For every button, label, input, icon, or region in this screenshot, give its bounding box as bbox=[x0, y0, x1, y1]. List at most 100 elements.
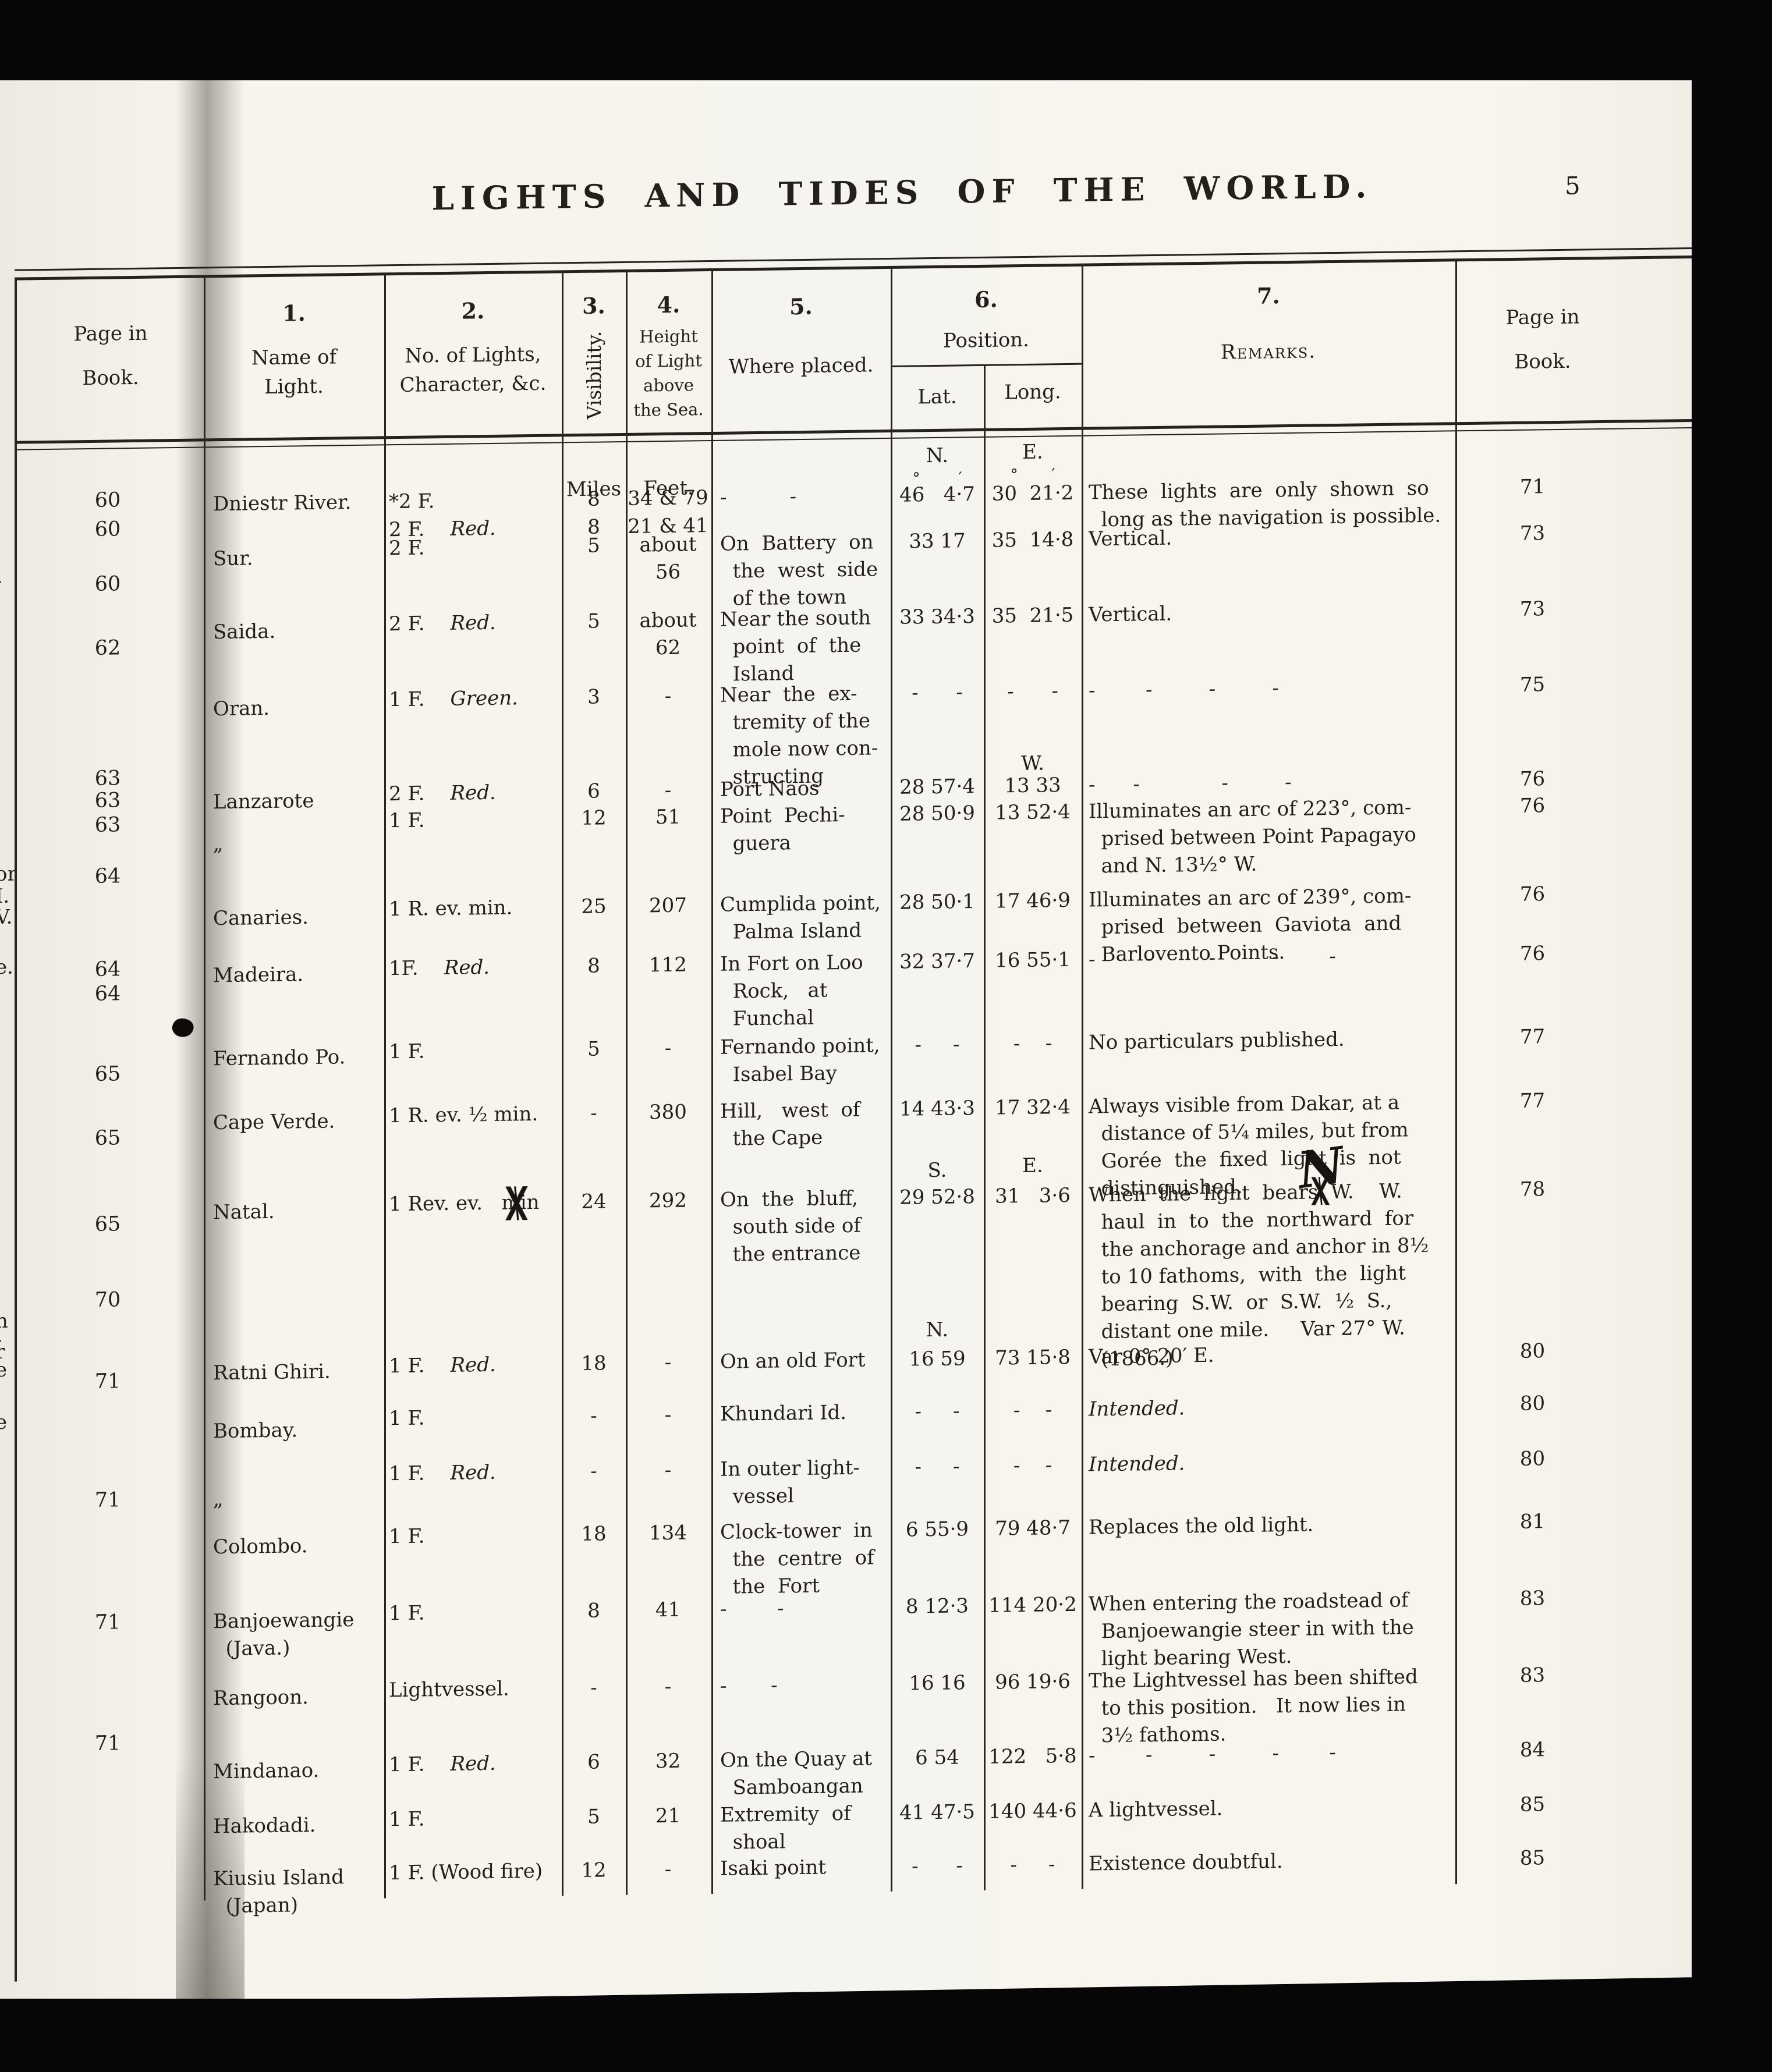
character-roman: 1F. bbox=[389, 956, 419, 981]
page-in-book-right: 80 bbox=[1519, 1339, 1546, 1363]
visibility-value: 8 bbox=[587, 954, 600, 978]
edge-fragment: - bbox=[0, 569, 2, 593]
table-row: Dniestr River. *2 F. 8 34 & 79 - - 46 4·… bbox=[0, 470, 1772, 531]
remarks-text: Var 0° 20′ E. bbox=[1089, 1343, 1214, 1369]
col-7-number: 7. bbox=[1257, 282, 1280, 309]
hemisphere-unit-marker: N. bbox=[926, 1318, 949, 1342]
light-character: 2 F. Red. bbox=[389, 778, 564, 808]
character-color-italic: Green. bbox=[450, 686, 518, 711]
hemisphere-unit-marker: S. bbox=[927, 1158, 947, 1183]
page-in-book-left: 71 bbox=[94, 1369, 121, 1393]
character-roman: 1 F. bbox=[389, 687, 425, 712]
edge-fragment: e bbox=[0, 1358, 8, 1382]
page-in-book-right: 76 bbox=[1519, 882, 1546, 906]
col-3-header-visibility: Visibility. bbox=[582, 331, 605, 420]
latitude: 28 50·1 bbox=[899, 890, 975, 914]
page-title: LIGHTS AND TIDES OF THE WORLD. bbox=[431, 167, 1373, 218]
where-placed: Port Naos bbox=[720, 776, 820, 801]
table-row: Mindanao. 1 F. Red. 6 32 On the Quay at S… bbox=[0, 1733, 1772, 1799]
longitude: 35 14·8 bbox=[991, 527, 1074, 552]
latitude: - - bbox=[915, 1454, 960, 1479]
light-name: Hakodadi. bbox=[213, 1813, 316, 1839]
character-roman: 1 F. bbox=[389, 1601, 425, 1626]
visibility-value: - bbox=[590, 1676, 597, 1700]
where-placed: Hill, west of the Cape bbox=[720, 1098, 860, 1151]
page-in-book-right: 81 bbox=[1519, 1510, 1546, 1534]
light-character: 2 F. Red. bbox=[389, 608, 564, 638]
edge-fragment: I. bbox=[0, 884, 10, 909]
page-in-book-left: 60 bbox=[94, 517, 121, 541]
scan-border-right bbox=[1692, 0, 1772, 2072]
latitude: 46 4·7 bbox=[899, 482, 975, 507]
table-row: Ratni Ghiri. 1 F. Red. 18 - On an old For… bbox=[0, 1335, 1772, 1385]
edge-fragment: V. bbox=[0, 905, 13, 929]
where-placed: Clock-tower in the centre of the Fort bbox=[720, 1518, 874, 1599]
height-value: - bbox=[664, 1674, 672, 1699]
table-row: Rangoon. Lightvessel. - - - - 16 16 96 1… bbox=[0, 1659, 1772, 1747]
visibility-value: 12 bbox=[581, 1858, 607, 1882]
remarks-text: - - - - - bbox=[1089, 944, 1336, 971]
table-row: Natal. 1 Rev. ev. min 24 292 On the bluf… bbox=[0, 1173, 1772, 1371]
visibility-value: 6 bbox=[587, 779, 600, 803]
where-placed: Cumplida point, Palma Island bbox=[720, 891, 881, 944]
height-value: 380 bbox=[649, 1100, 687, 1124]
page-in-book-left: 64 bbox=[94, 957, 121, 981]
height-value: - bbox=[664, 684, 672, 708]
page-in-book-right: 85 bbox=[1519, 1846, 1546, 1870]
height-value: - bbox=[664, 1036, 672, 1060]
page-in-book-right: 76 bbox=[1519, 767, 1546, 791]
latitude: 33 34·3 bbox=[899, 605, 975, 629]
light-name: Banjoewangie (Java.) bbox=[213, 1608, 355, 1661]
visibility-value: 5 bbox=[587, 534, 600, 558]
col-7-header-remarks: Remarks. bbox=[1220, 339, 1317, 364]
remarks-text: - - - - - bbox=[1089, 1740, 1336, 1768]
where-placed: Khundari Id. bbox=[720, 1400, 847, 1426]
visibility-value: 25 bbox=[581, 895, 607, 918]
ink-blot bbox=[169, 1016, 196, 1040]
where-placed: Extremity of shoal bbox=[720, 1801, 851, 1854]
light-name: Ratni Ghiri. bbox=[213, 1360, 331, 1385]
hemisphere-unit-marker: N. bbox=[926, 444, 949, 468]
character-color-italic: Red. bbox=[450, 611, 496, 635]
character-roman: 1 F. bbox=[389, 1354, 425, 1378]
page-in-book-left: 63 bbox=[94, 789, 121, 813]
remarks-text: The Lightvessel has been shifted to this… bbox=[1089, 1665, 1418, 1748]
height-value: 207 bbox=[649, 893, 687, 918]
light-name: Bombay. bbox=[213, 1418, 298, 1443]
height-value: 41 bbox=[655, 1598, 681, 1622]
page-in-book-left: 64 bbox=[94, 864, 121, 888]
height-value: - bbox=[664, 778, 672, 803]
where-placed: In outer light- vessel bbox=[720, 1456, 860, 1509]
light-name: „ bbox=[213, 1487, 224, 1512]
character-roman: 2 F. bbox=[389, 612, 425, 636]
page-in-book-right: 84 bbox=[1519, 1738, 1546, 1762]
visibility-value: 24 bbox=[581, 1190, 607, 1214]
visibility-value: 5 bbox=[587, 1037, 600, 1061]
page-in-book-left: 60 bbox=[94, 488, 121, 512]
hemisphere-unit-marker: E. bbox=[1022, 440, 1043, 464]
light-character: 1 F. Red. bbox=[389, 1749, 564, 1779]
visibility-value: 8 bbox=[587, 487, 600, 511]
edge-fragment: . bbox=[0, 605, 2, 629]
table-row: „ 1 F. Red. - - In outer light- vessel - … bbox=[0, 1442, 1772, 1511]
right-page-in-book-header: Page in Book. bbox=[1505, 305, 1580, 374]
character-color-italic: Red. bbox=[450, 1353, 496, 1377]
latitude: 6 55·9 bbox=[905, 1517, 969, 1542]
light-character: 2 F. bbox=[389, 533, 564, 562]
longitude: 96 19·6 bbox=[995, 1669, 1071, 1694]
character-color-italic: Red. bbox=[450, 780, 496, 805]
rule-left-edge bbox=[15, 277, 17, 1982]
height-value: 134 bbox=[649, 1521, 687, 1545]
character-roman: 1 F. bbox=[389, 1039, 425, 1064]
remarks-text: Vertical. bbox=[1089, 602, 1172, 627]
where-placed: On an old Fort bbox=[720, 1348, 866, 1374]
character-roman: 2 F. bbox=[389, 536, 425, 560]
longitude: 17 46·9 bbox=[995, 888, 1071, 913]
remarks-text: Replaces the old light. bbox=[1089, 1513, 1314, 1539]
height-value: 32 bbox=[655, 1749, 681, 1773]
latitude: - - bbox=[912, 680, 963, 705]
character-roman: 1 F. bbox=[389, 808, 425, 833]
rule-position-divider bbox=[891, 363, 1082, 367]
hemisphere-unit-marker: E. bbox=[1022, 1154, 1043, 1178]
